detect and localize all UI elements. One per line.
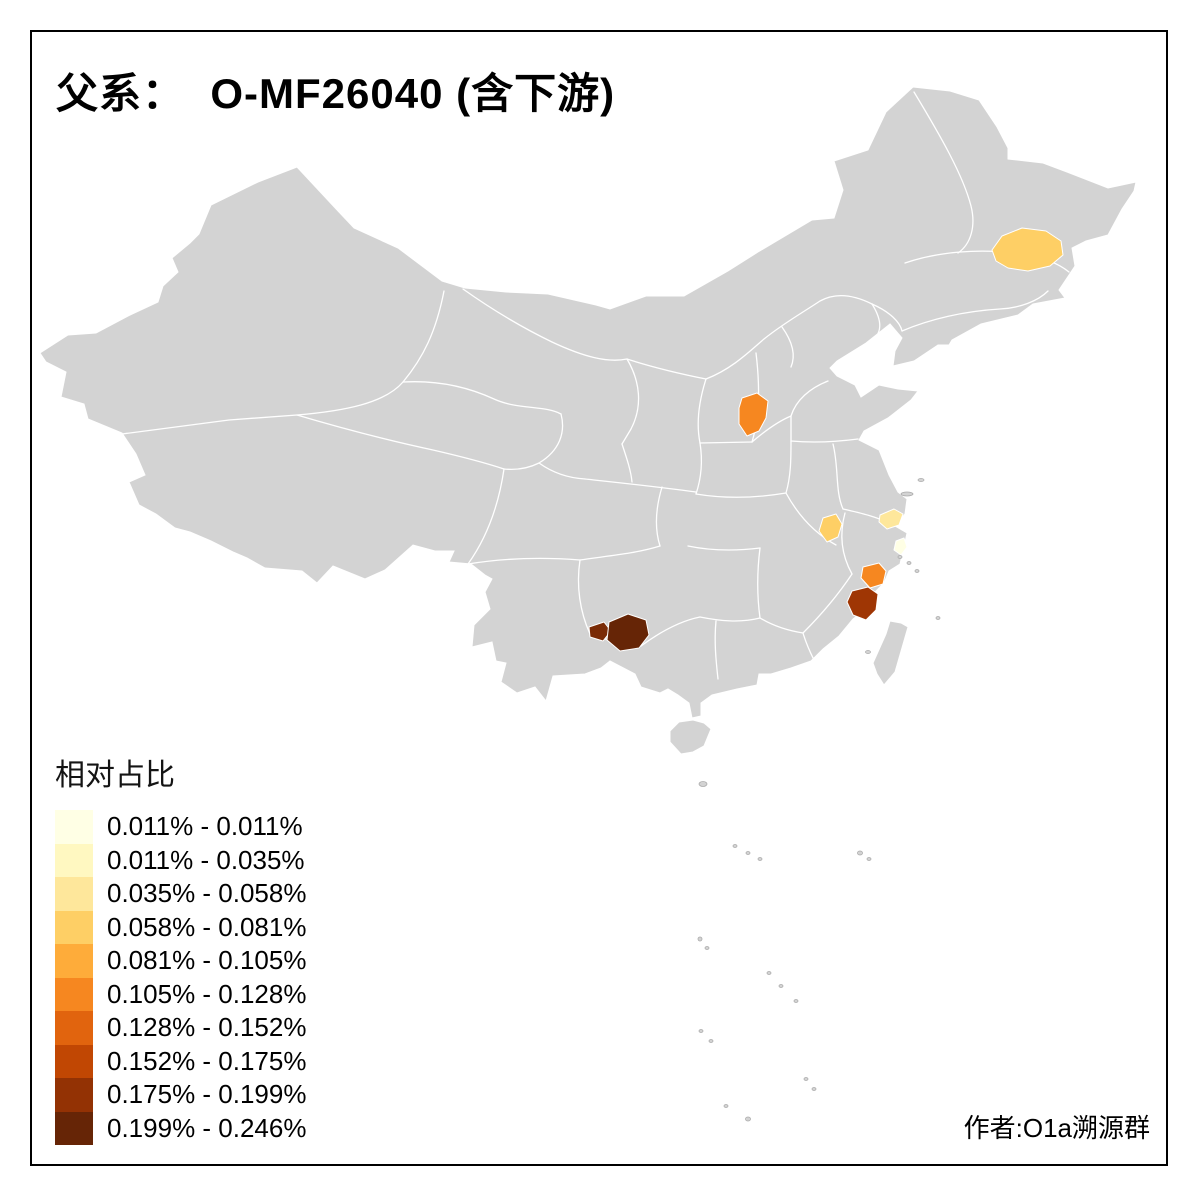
china-mainland — [39, 86, 1137, 719]
figure-border — [30, 30, 1168, 1166]
legend-label: 0.105% - 0.128% — [107, 978, 307, 1009]
legend-label: 0.011% - 0.035% — [107, 844, 305, 875]
legend-swatch — [55, 977, 93, 1011]
legend-row: 0.199% - 0.246% — [55, 1111, 307, 1145]
legend-swatch — [55, 1011, 93, 1045]
legend-label: 0.152% - 0.175% — [107, 1045, 307, 1076]
legend-title: 相对占比 — [55, 759, 175, 792]
legend-swatch — [55, 810, 93, 844]
region-heilongjiang — [991, 227, 1064, 272]
figure-title: 父系： O-MF26040 (含下游) — [56, 70, 616, 117]
legend-label: 0.081% - 0.105% — [107, 945, 307, 976]
region-anhui — [818, 513, 843, 543]
author-credit: 作者:O1a溯源群 — [963, 1113, 1150, 1143]
legend-row: 0.175% - 0.199% — [55, 1078, 306, 1112]
legend-row: 0.011% - 0.035% — [55, 843, 306, 877]
legend-row: 0.058% - 0.081% — [55, 910, 307, 944]
taiwan-island — [872, 620, 909, 686]
province-borders — [121, 91, 1070, 680]
region-yunnan-east — [606, 613, 650, 652]
legend-swatch — [55, 1044, 93, 1078]
legend-swatch — [55, 877, 93, 911]
highlighted-regions — [588, 227, 1064, 652]
small-islands — [697, 478, 941, 1122]
legend-row: 0.152% - 0.175% — [55, 1044, 307, 1078]
legend-label: 0.175% - 0.199% — [107, 1079, 307, 1110]
legend-row: 0.011% - 0.011% — [55, 810, 306, 844]
legend-swatch — [55, 1111, 93, 1145]
legend-row: 0.035% - 0.058% — [55, 877, 306, 911]
legend-swatch — [55, 910, 93, 944]
region-jiangsu — [878, 508, 904, 530]
legend-label: 0.011% - 0.011% — [107, 811, 303, 842]
legend-label: 0.199% - 0.246% — [107, 1112, 307, 1143]
legend-label: 0.035% - 0.058% — [107, 878, 307, 909]
legend-label: 0.128% - 0.152% — [107, 1012, 307, 1043]
legend-swatch — [55, 944, 93, 978]
legend-swatch — [55, 1078, 93, 1112]
legend-rows: 0.011% - 0.011% 0.011% - 0.035% 0.035% -… — [55, 810, 306, 1145]
land-shapes — [39, 86, 1137, 755]
region-zhejiang-central — [846, 586, 879, 621]
legend-swatch — [55, 843, 93, 877]
region-shanxi — [738, 392, 769, 437]
region-shanghai-area — [893, 537, 908, 556]
legend-row: 0.081% - 0.105% — [55, 944, 306, 978]
hainan-island — [669, 719, 712, 755]
region-zhejiang-north — [860, 562, 887, 589]
legend-row: 0.128% - 0.152% — [55, 1011, 306, 1045]
legend: 相对占比 0.011% - 0.011% 0.011% - 0.035% 0.0… — [55, 750, 306, 1145]
legend-label: 0.058% - 0.081% — [107, 911, 307, 942]
legend-row: 0.105% - 0.128% — [55, 977, 307, 1011]
